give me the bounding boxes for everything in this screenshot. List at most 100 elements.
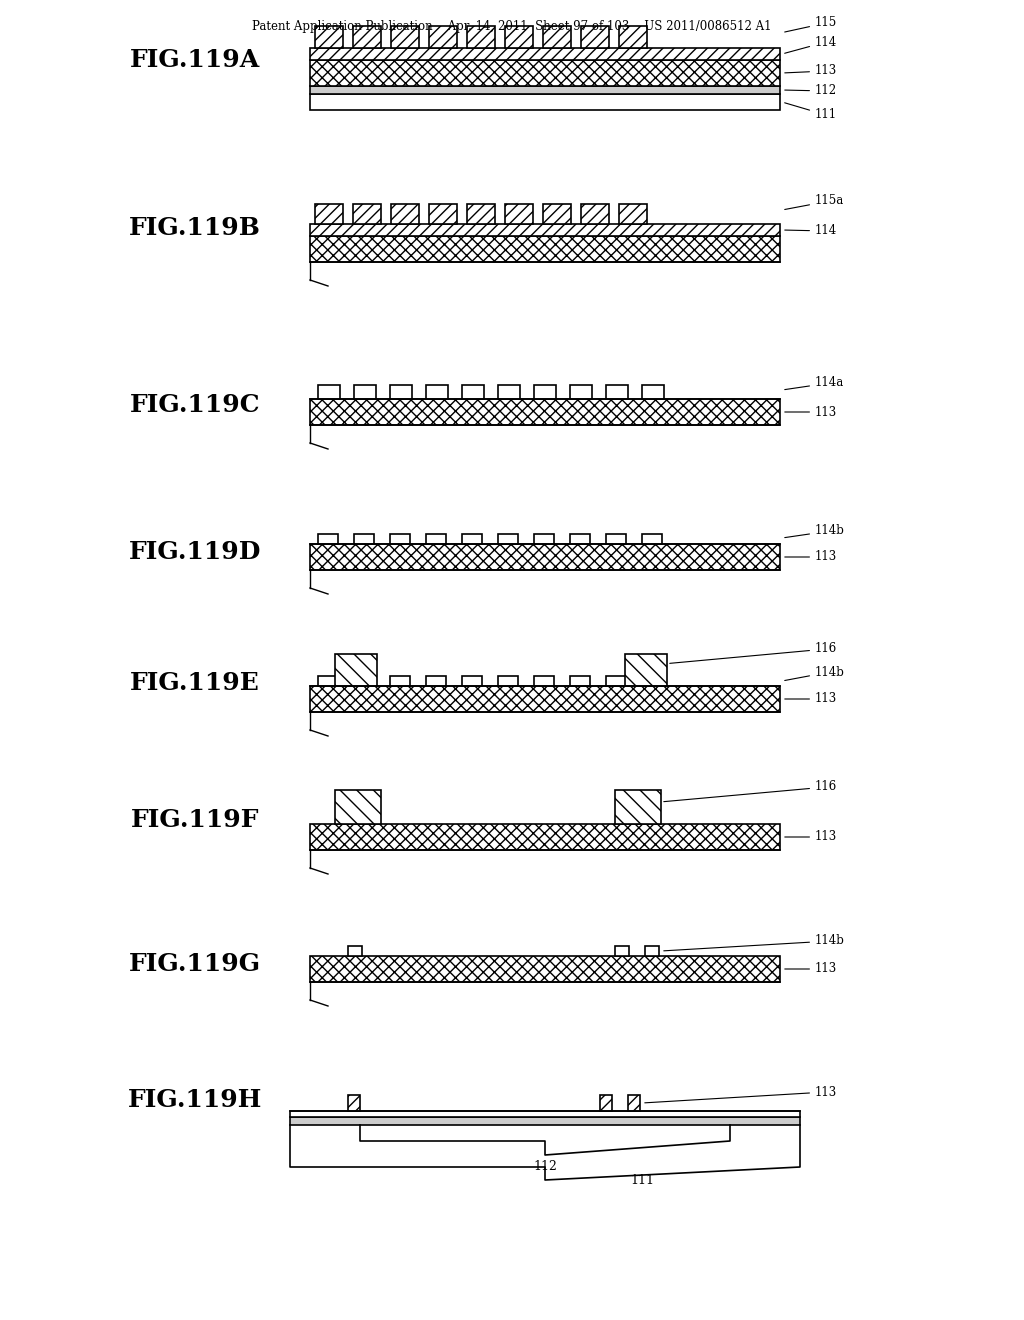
Bar (615, 946, 629, 956)
Text: 114b: 114b (664, 935, 845, 950)
Bar (628, 1096, 640, 1111)
Bar (348, 1096, 360, 1111)
Bar (570, 676, 590, 686)
Bar (467, 26, 495, 48)
Text: 113: 113 (645, 1085, 838, 1102)
Bar (462, 676, 482, 686)
Bar (318, 676, 338, 686)
Text: 111: 111 (630, 1173, 654, 1187)
Bar (353, 26, 381, 48)
Bar (534, 535, 554, 544)
Text: 114b: 114b (784, 665, 845, 681)
Bar (581, 26, 609, 48)
Bar (534, 385, 556, 399)
Bar (606, 385, 628, 399)
Bar (310, 686, 780, 711)
Text: 116: 116 (664, 780, 838, 801)
Bar (335, 653, 377, 686)
Text: Patent Application Publication    Apr. 14, 2011  Sheet 97 of 103    US 2011/0086: Patent Application Publication Apr. 14, … (252, 20, 772, 33)
Bar (391, 26, 419, 48)
Bar (390, 535, 410, 544)
Bar (310, 86, 780, 94)
Bar (606, 676, 626, 686)
Bar (570, 535, 590, 544)
Text: FIG.119A: FIG.119A (130, 48, 260, 73)
Bar (426, 385, 449, 399)
Bar (335, 789, 381, 824)
Bar (498, 535, 518, 544)
Bar (310, 956, 780, 982)
Text: FIG.119C: FIG.119C (130, 393, 260, 417)
Bar (310, 824, 780, 850)
Text: 115a: 115a (784, 194, 844, 210)
Bar (390, 676, 410, 686)
Bar (498, 385, 520, 399)
Text: FIG.119E: FIG.119E (130, 671, 260, 696)
Bar (429, 26, 457, 48)
Text: 113: 113 (784, 550, 838, 564)
Bar (354, 385, 376, 399)
Bar (310, 399, 780, 425)
Bar (310, 94, 780, 110)
Bar (462, 535, 482, 544)
Bar (315, 26, 343, 48)
Text: 112: 112 (784, 84, 838, 98)
Bar (642, 676, 662, 686)
Text: 113: 113 (784, 405, 838, 418)
Bar (391, 205, 419, 224)
Bar (462, 385, 484, 399)
Bar (390, 385, 412, 399)
Bar (426, 535, 446, 544)
Text: 113: 113 (784, 830, 838, 843)
Text: 112: 112 (534, 1160, 557, 1173)
Bar (467, 205, 495, 224)
Text: 113: 113 (784, 962, 838, 975)
Bar (498, 676, 518, 686)
Bar (290, 1111, 800, 1117)
Bar (318, 535, 338, 544)
Bar (642, 535, 662, 544)
Text: 114: 114 (784, 36, 838, 53)
Bar (645, 946, 659, 956)
Bar (543, 26, 571, 48)
Bar (581, 205, 609, 224)
Text: 113: 113 (784, 65, 838, 78)
Bar (315, 205, 343, 224)
Text: FIG.119H: FIG.119H (128, 1088, 262, 1111)
Bar (310, 48, 780, 59)
Bar (310, 224, 780, 236)
Bar (570, 385, 592, 399)
Bar (310, 236, 780, 261)
Bar (348, 946, 362, 956)
Text: 115: 115 (784, 16, 838, 32)
Bar (600, 1096, 612, 1111)
Bar (353, 205, 381, 224)
Text: FIG.119G: FIG.119G (129, 952, 261, 975)
Bar (290, 1117, 800, 1125)
Text: FIG.119D: FIG.119D (129, 540, 261, 564)
Text: 113: 113 (784, 693, 838, 705)
Bar (505, 205, 534, 224)
Bar (354, 535, 374, 544)
Text: 114a: 114a (784, 376, 844, 389)
Bar (354, 676, 374, 686)
Bar (543, 205, 571, 224)
Bar (310, 59, 780, 86)
Bar (429, 205, 457, 224)
Bar (505, 26, 534, 48)
Bar (534, 676, 554, 686)
Text: 116: 116 (670, 643, 838, 664)
Text: 111: 111 (784, 103, 838, 121)
Bar (318, 385, 340, 399)
Text: 114b: 114b (784, 524, 845, 537)
Bar (606, 535, 626, 544)
Bar (615, 789, 662, 824)
Bar (426, 676, 446, 686)
Bar (310, 544, 780, 570)
Text: FIG.119B: FIG.119B (129, 216, 261, 240)
Bar (642, 385, 664, 399)
Bar (625, 653, 667, 686)
Text: FIG.119F: FIG.119F (131, 808, 259, 832)
Bar (618, 205, 647, 224)
Bar (618, 26, 647, 48)
